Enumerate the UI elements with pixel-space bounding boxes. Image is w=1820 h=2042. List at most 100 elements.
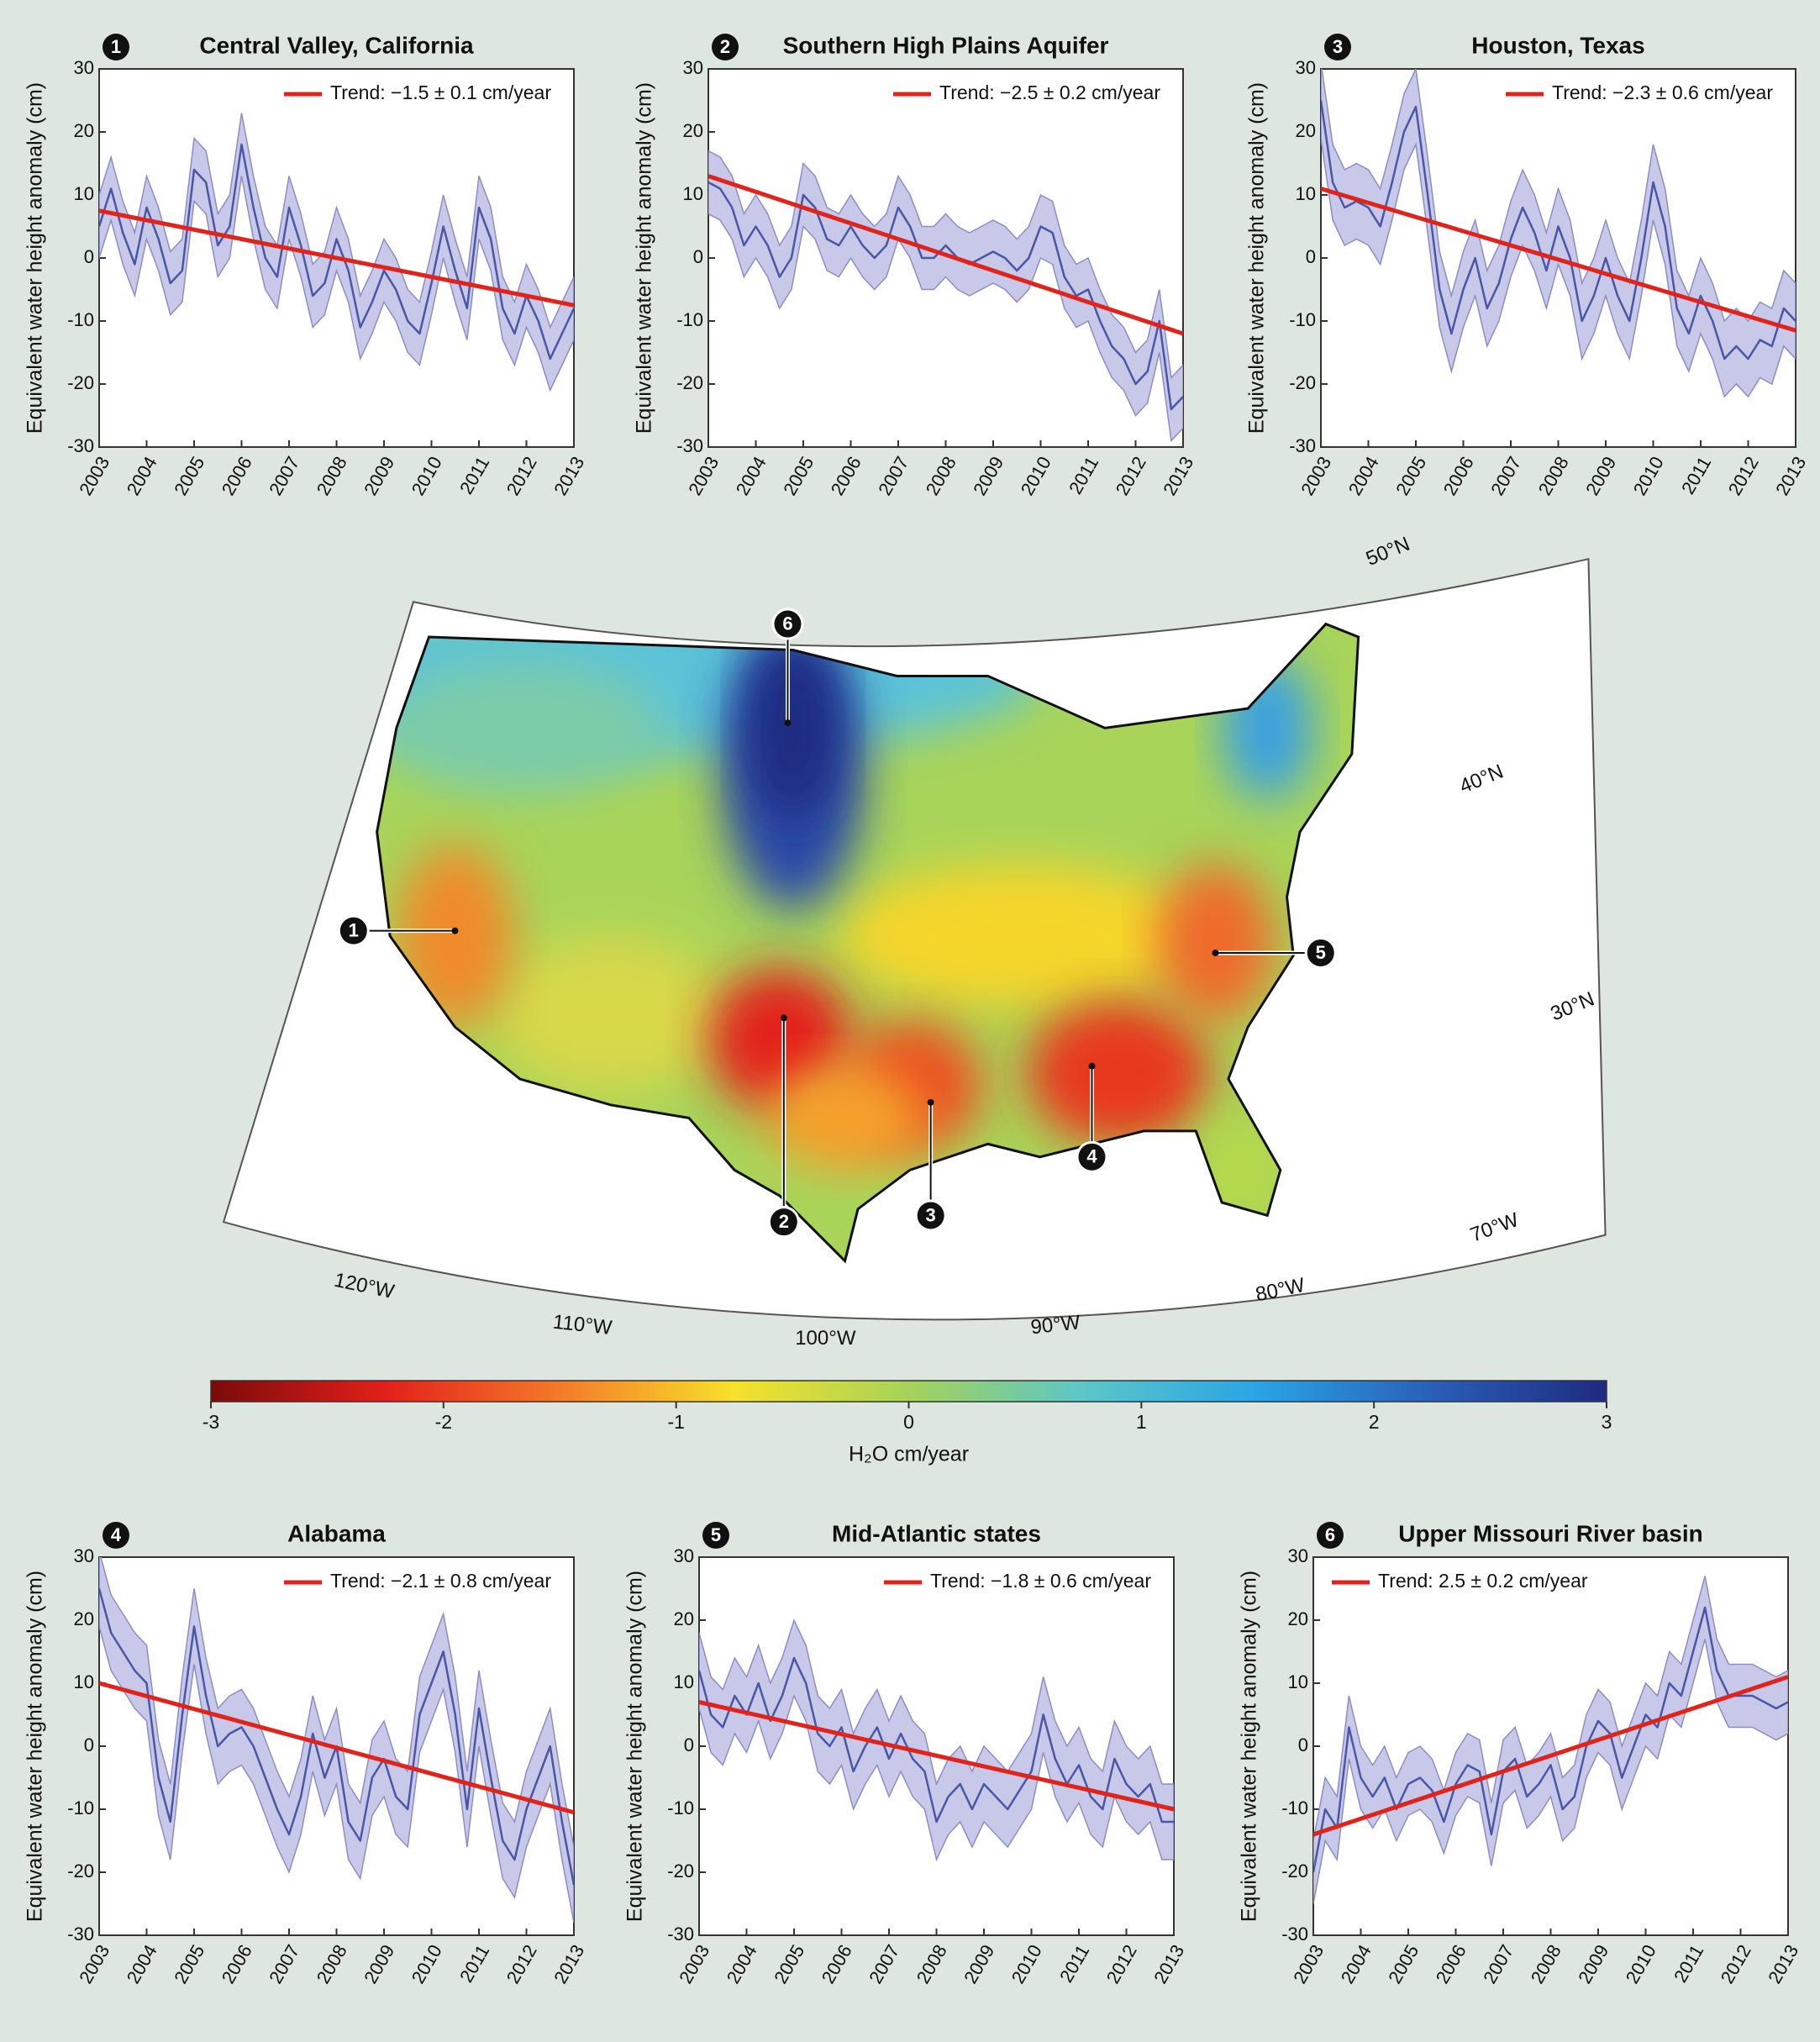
- trend-line: [99, 1681, 574, 1815]
- legend-label: Trend: −1.8 ± 0.6 cm/year: [930, 1570, 1151, 1592]
- y-tick-label: 10: [74, 183, 94, 204]
- y-tick-label: 10: [1296, 183, 1316, 204]
- y-tick-label: 30: [1288, 1545, 1308, 1566]
- y-tick-label: -10: [1289, 309, 1316, 330]
- map-region: [1027, 1001, 1209, 1145]
- y-axis-label: Equivalent water height anomaly (cm): [24, 1571, 47, 1922]
- y-tick-label: 30: [74, 57, 94, 78]
- chart-title: Southern High Plains Aquifer: [783, 32, 1109, 58]
- badge-number: 5: [1316, 942, 1326, 963]
- legend-label: Trend: −1.5 ± 0.1 cm/year: [330, 82, 551, 103]
- badge-number: 6: [1325, 1524, 1335, 1545]
- y-tick-label: 20: [683, 120, 703, 141]
- plot-content: [99, 1557, 574, 1924]
- badge-circle: [774, 610, 802, 638]
- y-tick-label: 30: [683, 57, 703, 78]
- y-tick-label: 10: [683, 183, 703, 204]
- map-region: [396, 845, 514, 1028]
- plot-content: [1313, 1576, 1788, 1904]
- legend-label: Trend: −2.1 ± 0.8 cm/year: [330, 1570, 551, 1592]
- mean-line: [1313, 1606, 1788, 1873]
- badge-circle: [1317, 1522, 1344, 1549]
- badge-circle: [770, 1208, 797, 1236]
- badge-circle: [339, 917, 367, 945]
- longitude-label: 100°W: [795, 1327, 856, 1350]
- y-tick-label: 20: [74, 1608, 94, 1629]
- map-region: [493, 935, 729, 1092]
- marker-point: [1212, 949, 1219, 956]
- badge-number: 4: [1086, 1146, 1097, 1167]
- badge-circle: [1324, 34, 1351, 61]
- y-axis-label: Equivalent water height anomaly (cm): [24, 82, 47, 434]
- uncertainty-band: [99, 113, 574, 392]
- badge-circle: [917, 1202, 944, 1229]
- mean-line: [99, 143, 574, 361]
- trend-line: [1321, 187, 1796, 333]
- mean-line: [1321, 100, 1796, 361]
- badge-circle: [1078, 1143, 1106, 1171]
- y-tick-label: -20: [676, 372, 703, 393]
- uncertainty-band: [699, 1618, 1174, 1862]
- y-axis-label: Equivalent water height anomaly (cm): [633, 82, 656, 434]
- colorbar-tick-label: 2: [1369, 1411, 1380, 1433]
- y-axis-label: Equivalent water height anomaly (cm): [623, 1571, 647, 1922]
- colorbar-tick-label: 1: [1136, 1411, 1147, 1433]
- trend-line: [99, 208, 574, 308]
- plot-content: [708, 150, 1183, 443]
- colorbar: [210, 1380, 1607, 1403]
- chart-title: Central Valley, California: [199, 32, 474, 58]
- y-tick-label: -10: [667, 1797, 694, 1818]
- y-tick-label: -10: [676, 309, 703, 330]
- y-tick-label: 10: [674, 1671, 694, 1692]
- y-tick-label: 20: [1296, 120, 1316, 141]
- map-region: [838, 864, 1202, 1008]
- y-tick-label: -30: [67, 435, 94, 456]
- y-tick-label: -20: [667, 1860, 694, 1881]
- map-outline: [376, 622, 1360, 1264]
- trend-line: [1313, 1675, 1788, 1837]
- y-tick-label: 10: [1288, 1671, 1308, 1692]
- badge-circle: [712, 34, 739, 61]
- colorbar-tick-label: -2: [435, 1411, 452, 1433]
- badge-number: 2: [779, 1211, 789, 1232]
- y-tick-label: -30: [1281, 1924, 1308, 1945]
- y-tick-label: 0: [84, 1734, 94, 1755]
- legend-label: Trend: −2.5 ± 0.2 cm/year: [939, 82, 1160, 103]
- uncertainty-band: [1313, 1576, 1788, 1904]
- chart-title: Upper Missouri River basin: [1398, 1520, 1703, 1546]
- trend-line: [708, 174, 1183, 336]
- chart-title: Alabama: [287, 1520, 386, 1546]
- y-tick-label: 0: [1298, 1734, 1308, 1755]
- badge-number: 6: [782, 613, 792, 634]
- y-tick-label: -10: [1281, 1797, 1308, 1818]
- y-tick-label: -10: [67, 309, 94, 330]
- badge-number: 5: [711, 1524, 721, 1545]
- legend-label: Trend: −2.3 ± 0.6 cm/year: [1552, 82, 1773, 103]
- badge-number: 3: [926, 1204, 936, 1225]
- y-tick-label: 0: [684, 1734, 694, 1755]
- marker-point: [780, 1014, 787, 1022]
- plot-content: [1321, 69, 1796, 398]
- y-tick-label: -30: [67, 1924, 94, 1945]
- marker-point: [451, 927, 459, 934]
- marker-point: [784, 719, 792, 727]
- plot-content: [99, 113, 574, 392]
- uncertainty-band: [1321, 69, 1796, 398]
- map-region: [766, 1066, 923, 1171]
- mean-line: [699, 1656, 1174, 1824]
- y-tick-label: 30: [74, 1545, 94, 1566]
- chart-title: Houston, Texas: [1471, 32, 1644, 58]
- trend-line: [699, 1700, 1174, 1812]
- badge-number: 1: [111, 36, 121, 57]
- y-tick-label: -30: [676, 435, 703, 456]
- marker-point: [927, 1098, 934, 1106]
- colorbar-tick-label: -1: [667, 1411, 684, 1433]
- y-tick-label: 20: [674, 1608, 694, 1629]
- badge-number: 3: [1333, 36, 1343, 57]
- y-tick-label: -20: [67, 372, 94, 393]
- badge-number: 1: [349, 919, 359, 940]
- y-tick-label: 0: [693, 246, 703, 267]
- y-tick-label: 20: [1288, 1608, 1308, 1629]
- badge-number: 2: [720, 36, 730, 57]
